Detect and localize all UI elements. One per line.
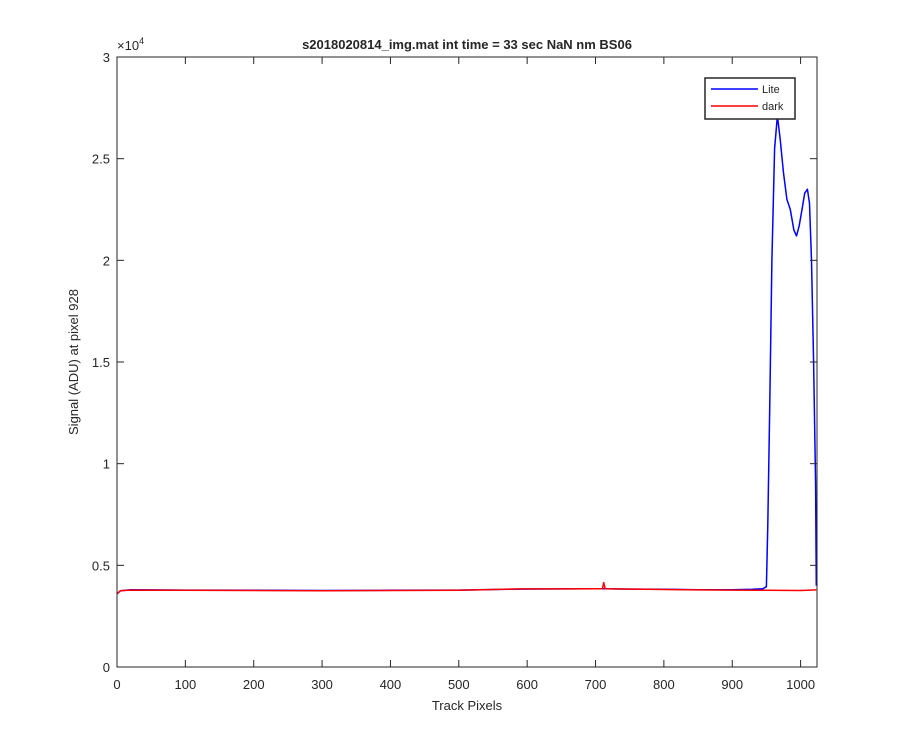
legend: Lite dark [704, 77, 796, 120]
x-tick-label: 100 [175, 677, 197, 692]
y-tick-label: 2.5 [92, 152, 110, 167]
x-tick-label: 0 [113, 677, 120, 692]
legend-box [704, 77, 796, 120]
y-tick-label: 1.5 [92, 355, 110, 370]
chart-title: s2018020814_img.mat int time = 33 sec Na… [302, 37, 632, 52]
x-tick-label: 1000 [786, 677, 815, 692]
legend-label-dark: dark [762, 101, 784, 113]
y-tick-label: 0 [103, 660, 110, 675]
x-tick-label: 700 [585, 677, 607, 692]
plot-area [117, 57, 817, 667]
y-exponent-base: ×10 [117, 38, 139, 53]
axes-box [116, 56, 818, 668]
legend-label-lite: Lite [762, 84, 780, 96]
x-axis-label: Track Pixels [432, 698, 503, 713]
x-tick-label: 400 [380, 677, 402, 692]
y-tick-label: 2 [103, 253, 110, 268]
y-tick-label: 0.5 [92, 558, 110, 573]
ticks-layer: 0 100 200 300 400 500 600 700 800 900 1000 0 0.5 1 1.5… [92, 50, 817, 692]
x-tick-label: 200 [243, 677, 265, 692]
series-line-dark [116, 581, 817, 595]
x-tick-label: 800 [653, 677, 675, 692]
x-tick-label: 900 [721, 677, 743, 692]
y-tick-label: 3 [103, 50, 110, 65]
y-exponent-label: ×104 [117, 36, 144, 53]
x-tick-label: 500 [448, 677, 470, 692]
y-axis-label: Signal (ADU) at pixel 928 [66, 289, 81, 435]
y-exponent-power: 4 [139, 36, 144, 46]
y-tick-label: 1 [103, 457, 110, 472]
x-tick-label: 600 [516, 677, 538, 692]
x-tick-label: 300 [311, 677, 333, 692]
series-layer [116, 115, 818, 595]
